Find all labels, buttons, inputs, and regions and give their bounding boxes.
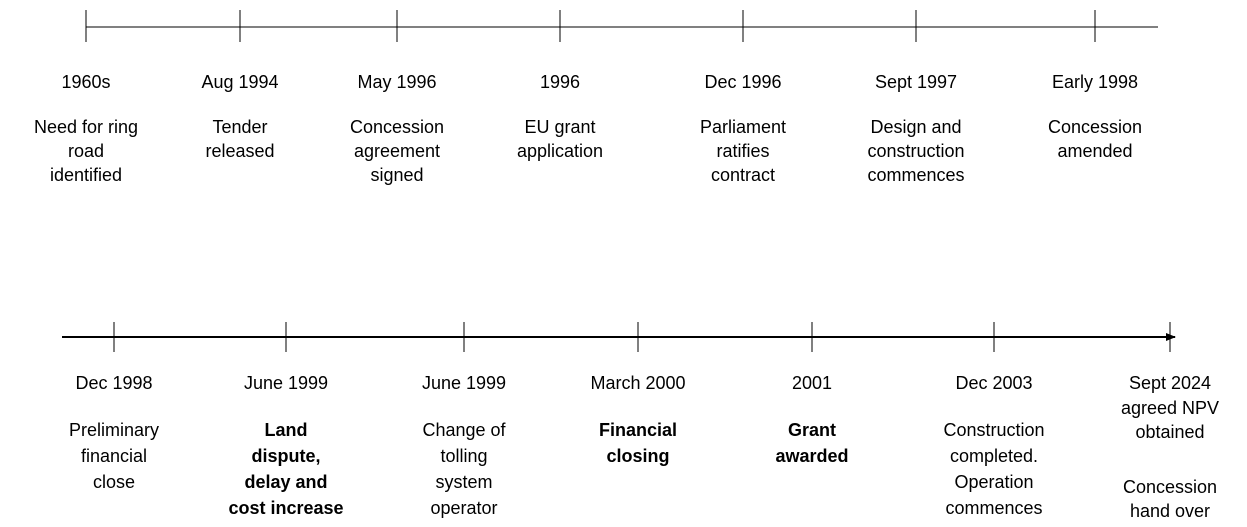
event-description: completed. xyxy=(950,446,1038,466)
event-date: 1996 xyxy=(540,72,580,92)
event-description: Parliament xyxy=(700,117,786,137)
event-date: Dec 2003 xyxy=(955,373,1032,393)
event-description: Change of xyxy=(422,420,506,440)
event-description: closing xyxy=(606,446,669,466)
event-description: operator xyxy=(430,498,497,518)
event-description: Concession xyxy=(350,117,444,137)
event-description: financial xyxy=(81,446,147,466)
event-description: construction xyxy=(867,141,964,161)
event-date: June 1999 xyxy=(244,373,328,393)
event-date: March 2000 xyxy=(590,373,685,393)
event-description: commences xyxy=(867,165,964,185)
event-description: Land xyxy=(265,420,308,440)
event-description: EU grant xyxy=(524,117,595,137)
event-description: Concession xyxy=(1048,117,1142,137)
event-date: May 1996 xyxy=(357,72,436,92)
event-date: Early 1998 xyxy=(1052,72,1138,92)
event-description: road xyxy=(68,141,104,161)
event-description: cost increase xyxy=(228,498,343,518)
event-description: amended xyxy=(1057,141,1132,161)
event-description: Design and xyxy=(870,117,961,137)
event-description: signed xyxy=(370,165,423,185)
event-date: Aug 1994 xyxy=(201,72,278,92)
event-description: Grant xyxy=(788,420,836,440)
event-description: Preliminary xyxy=(69,420,159,440)
event-description: awarded xyxy=(775,446,848,466)
event-description: Financial xyxy=(599,420,677,440)
event-description: commences xyxy=(945,498,1042,518)
event-description: obtained xyxy=(1135,422,1204,442)
event-description: contract xyxy=(711,165,775,185)
event-description: Construction xyxy=(943,420,1044,440)
event-description: Need for ring xyxy=(34,117,138,137)
event-description: dispute, xyxy=(251,446,320,466)
event-date: Sept 1997 xyxy=(875,72,957,92)
event-description: identified xyxy=(50,165,122,185)
event-description: agreed NPV xyxy=(1121,398,1219,418)
event-date: June 1999 xyxy=(422,373,506,393)
event-description: hand over xyxy=(1130,501,1210,521)
event-description: application xyxy=(517,141,603,161)
event-date: 2001 xyxy=(792,373,832,393)
event-description: Operation xyxy=(954,472,1033,492)
event-description: released xyxy=(205,141,274,161)
event-description: Tender xyxy=(212,117,267,137)
event-date: 1960s xyxy=(61,72,110,92)
event-description: ratifies xyxy=(716,141,769,161)
event-date: Dec 1996 xyxy=(704,72,781,92)
event-description: Concession xyxy=(1123,477,1217,497)
event-description: close xyxy=(93,472,135,492)
event-date: Sept 2024 xyxy=(1129,373,1211,393)
event-description: system xyxy=(435,472,492,492)
event-description: tolling xyxy=(440,446,487,466)
event-date: Dec 1998 xyxy=(75,373,152,393)
event-description: delay and xyxy=(244,472,327,492)
event-description: agreement xyxy=(354,141,440,161)
